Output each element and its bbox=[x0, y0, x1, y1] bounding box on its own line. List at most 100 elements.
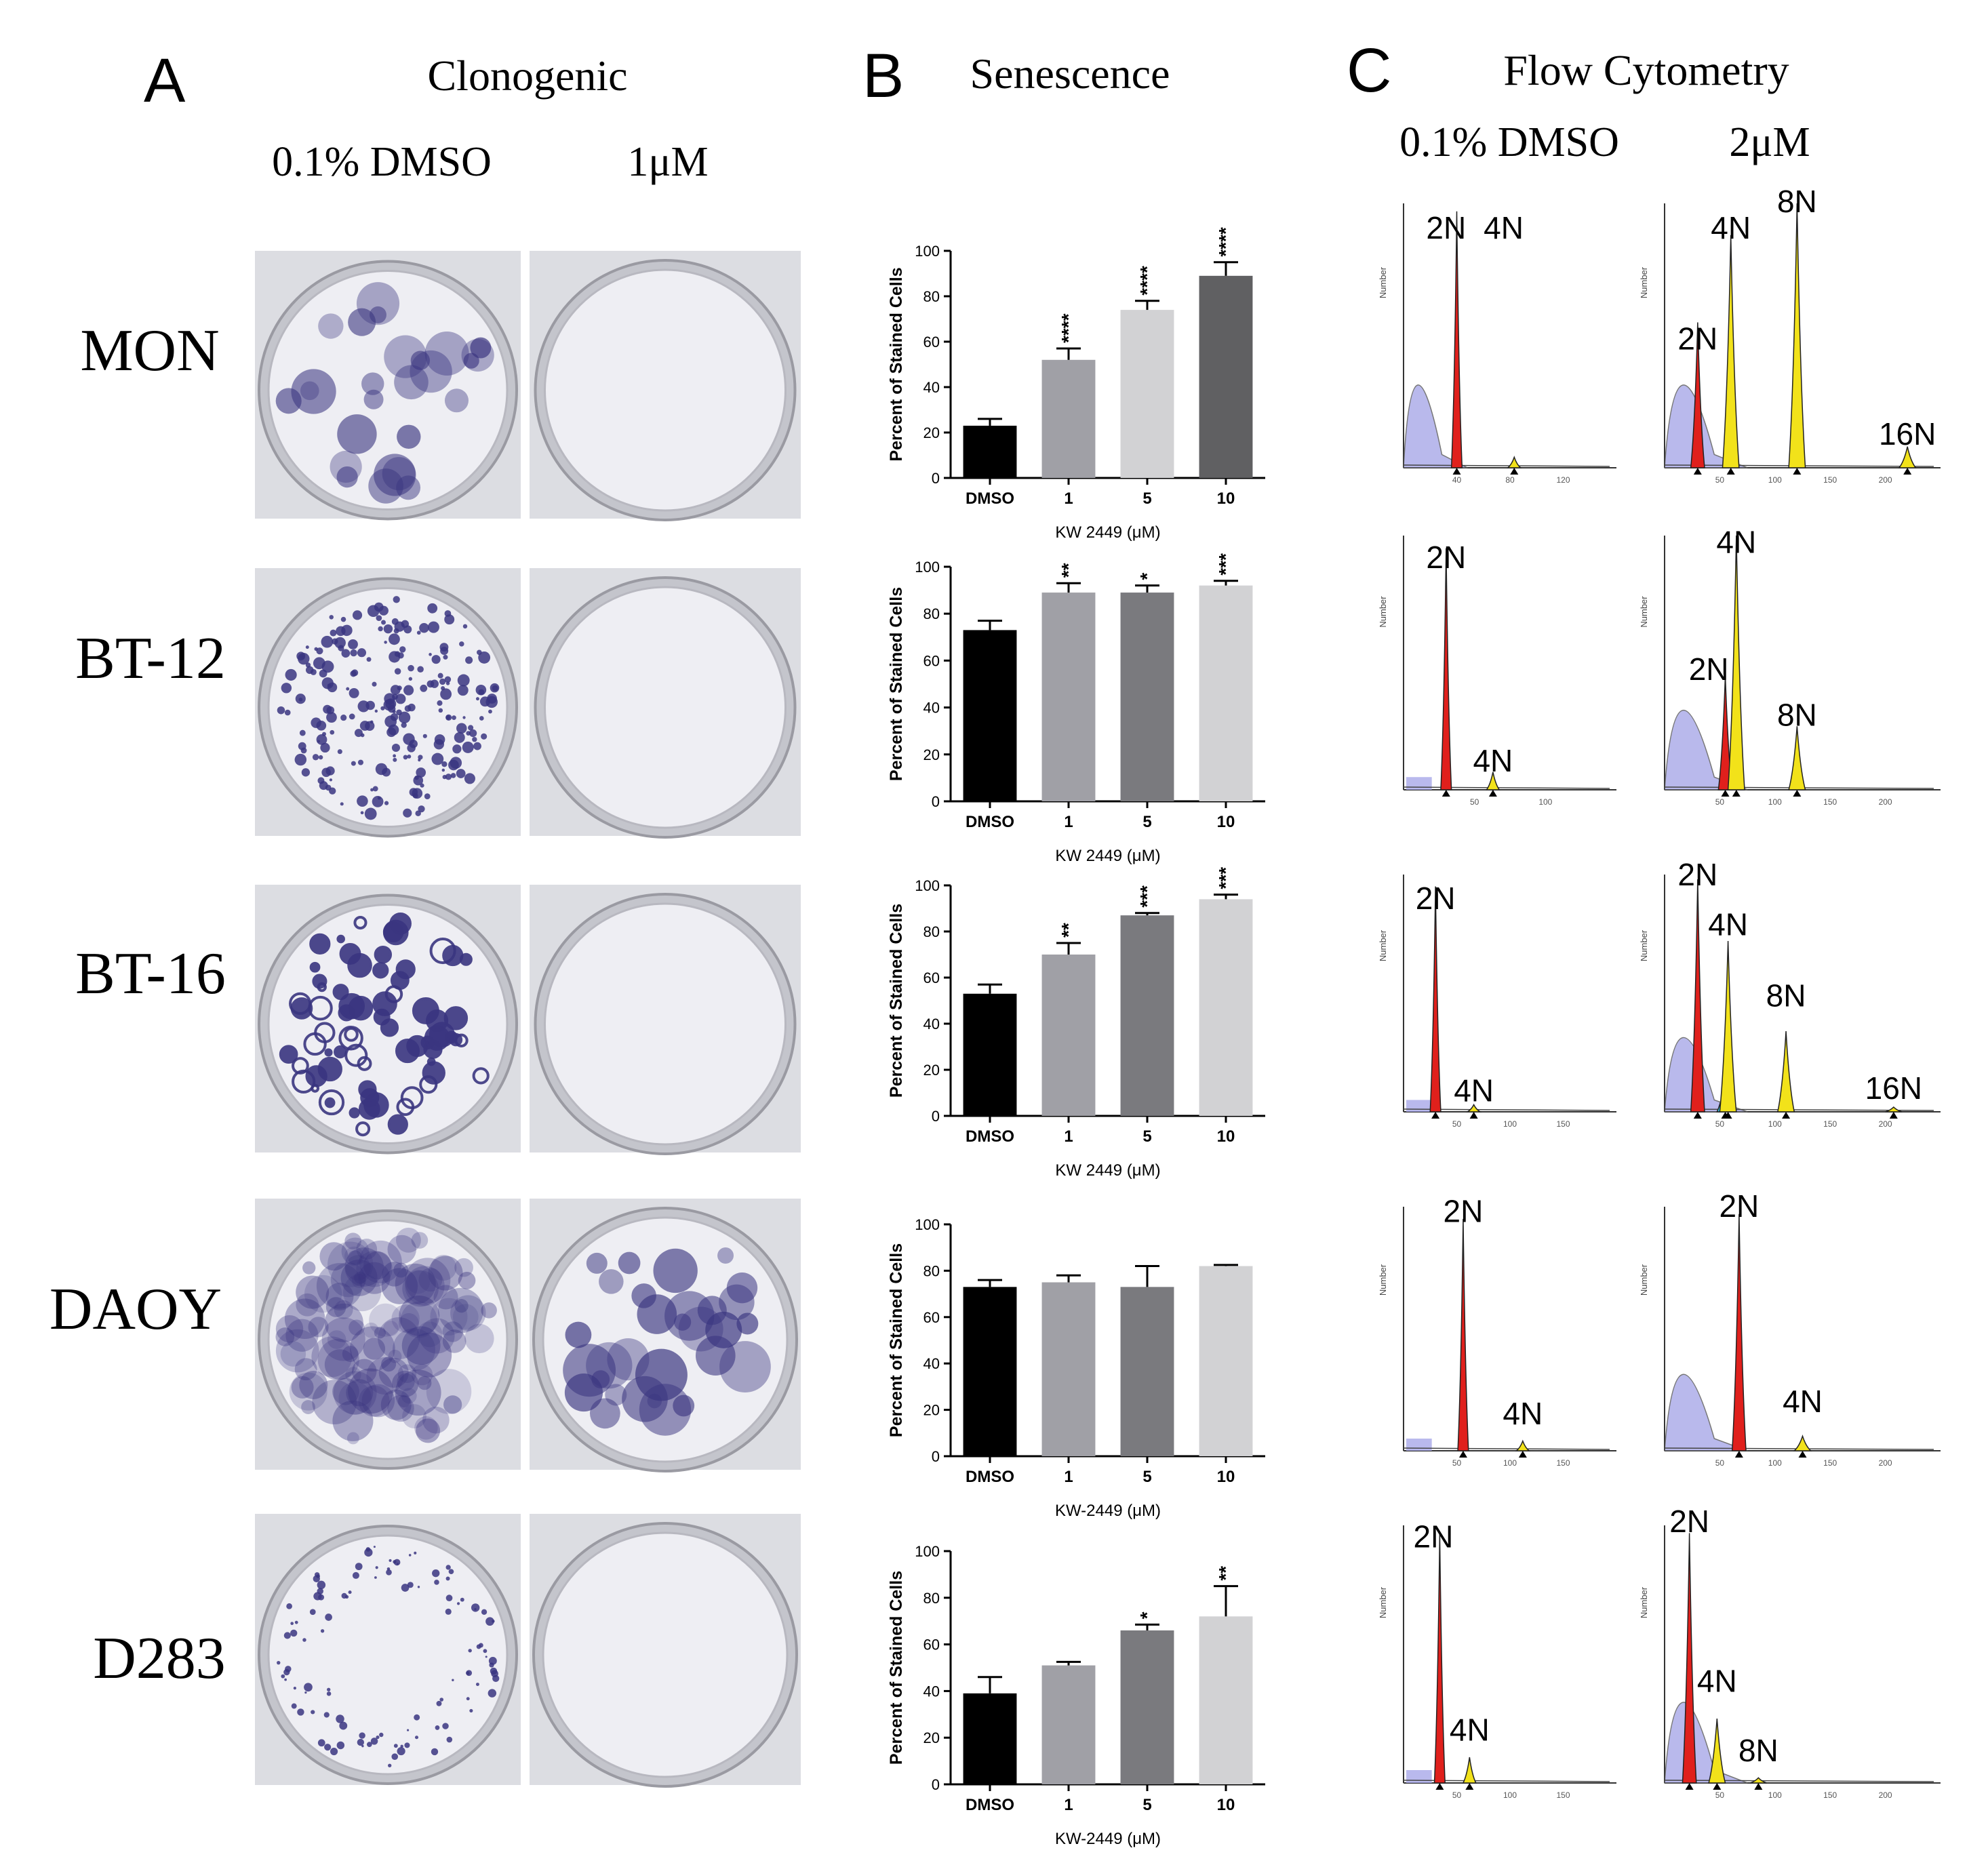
peak-label: 2N bbox=[1414, 1519, 1454, 1555]
colony bbox=[348, 1368, 393, 1414]
debris-region bbox=[1406, 1770, 1432, 1783]
hist-x-tick-label: 150 bbox=[1823, 1790, 1837, 1800]
colony bbox=[361, 1384, 395, 1418]
colony bbox=[450, 1295, 486, 1331]
colony bbox=[348, 1590, 352, 1595]
colony bbox=[424, 332, 469, 376]
y-tick-label: 80 bbox=[923, 605, 940, 622]
histogram-1-dmso: Number 40 80 120 2N 4N bbox=[1378, 203, 1616, 485]
colony bbox=[346, 1432, 359, 1445]
colony bbox=[340, 1259, 378, 1296]
debris-region bbox=[1406, 1100, 1432, 1112]
colony bbox=[445, 1608, 452, 1615]
colony bbox=[397, 424, 421, 449]
x-tick-label: 5 bbox=[1142, 813, 1151, 831]
peak-label: 2N bbox=[1669, 1504, 1709, 1539]
colony bbox=[404, 1258, 451, 1304]
y-tick-label: 60 bbox=[923, 1309, 940, 1326]
bar-DMSO bbox=[963, 425, 1017, 478]
peak-2 bbox=[1793, 1434, 1812, 1451]
colony bbox=[285, 1319, 319, 1352]
colony bbox=[460, 1597, 464, 1602]
colony bbox=[432, 1569, 440, 1578]
colony bbox=[277, 1660, 281, 1665]
colony bbox=[435, 1725, 440, 1730]
colony bbox=[398, 1395, 411, 1408]
colony bbox=[418, 1268, 443, 1292]
panel-a-title: Clonogenic bbox=[427, 52, 627, 100]
y-tick-label: 100 bbox=[915, 877, 940, 894]
colony bbox=[341, 1237, 370, 1266]
hist-x-tick-label: 50 bbox=[1715, 1458, 1725, 1468]
colony bbox=[359, 1732, 365, 1739]
colony bbox=[387, 1395, 414, 1422]
colony bbox=[372, 681, 377, 687]
colony bbox=[299, 1370, 328, 1399]
colony bbox=[348, 639, 358, 649]
histogram-2-drug: Number 50 100 150 200 2N 4N 8N bbox=[1639, 524, 1941, 807]
colony bbox=[358, 1080, 377, 1099]
panel-c-col-header-drug: 2μM bbox=[1729, 119, 1810, 165]
colony bbox=[314, 1022, 336, 1043]
colony bbox=[357, 648, 367, 658]
y-tick-label: 80 bbox=[923, 923, 940, 940]
x-tick-label: DMSO bbox=[966, 1796, 1014, 1814]
colony bbox=[291, 369, 336, 414]
colony bbox=[389, 912, 412, 935]
colony bbox=[341, 649, 351, 658]
significance-label: *** bbox=[1215, 553, 1236, 576]
colony bbox=[375, 1566, 378, 1569]
colony bbox=[369, 1303, 403, 1337]
bar-DMSO bbox=[963, 1693, 1017, 1784]
colony bbox=[305, 666, 314, 675]
colony bbox=[452, 1679, 454, 1681]
colony bbox=[327, 1241, 374, 1287]
colony bbox=[340, 802, 344, 806]
colony bbox=[416, 1321, 443, 1348]
peak-1 bbox=[1450, 211, 1463, 468]
plate-0-1 bbox=[530, 251, 801, 521]
colony bbox=[289, 1372, 327, 1411]
colony bbox=[444, 676, 452, 683]
colony bbox=[381, 1268, 418, 1304]
bar-5 bbox=[1120, 593, 1174, 801]
peak-marker bbox=[1734, 1451, 1743, 1458]
colony bbox=[468, 725, 474, 731]
colony bbox=[403, 685, 414, 696]
y-tick-label: 20 bbox=[923, 1729, 940, 1746]
colony bbox=[344, 1027, 359, 1042]
row-label-mon: MON bbox=[80, 318, 219, 384]
peak-2 bbox=[1462, 1757, 1477, 1784]
colony bbox=[386, 1569, 392, 1576]
colony bbox=[414, 1416, 438, 1440]
x-tick-label: 1 bbox=[1064, 489, 1073, 508]
colony bbox=[352, 1274, 366, 1288]
colony bbox=[337, 414, 377, 454]
peak-marker bbox=[1435, 1783, 1444, 1790]
colony bbox=[319, 781, 328, 790]
colony bbox=[393, 1262, 409, 1278]
hist-x-tick-label: 200 bbox=[1879, 797, 1892, 807]
colony bbox=[300, 747, 307, 754]
plate-well bbox=[267, 1219, 509, 1460]
peak-marker bbox=[1465, 1783, 1474, 1790]
baseline-trace bbox=[1403, 786, 1610, 789]
histogram-4-drug: Number 50 100 150 200 2N 4N bbox=[1639, 1188, 1941, 1468]
colony bbox=[309, 961, 321, 973]
peak-2 bbox=[1515, 1439, 1531, 1451]
colony bbox=[427, 603, 438, 614]
colony bbox=[333, 1371, 377, 1415]
peak-marker bbox=[1458, 1451, 1467, 1458]
colony bbox=[316, 647, 323, 655]
colony bbox=[334, 1045, 347, 1059]
colony bbox=[481, 1302, 497, 1319]
colony bbox=[395, 694, 406, 704]
x-tick-label: 10 bbox=[1217, 489, 1235, 508]
peak-marker bbox=[1724, 1112, 1732, 1119]
x-tick-label: 1 bbox=[1064, 1127, 1073, 1146]
peak-marker bbox=[1693, 1112, 1702, 1119]
hist-x-tick-label: 150 bbox=[1823, 1458, 1837, 1468]
colony bbox=[316, 734, 327, 745]
colony bbox=[338, 1026, 363, 1051]
colony bbox=[318, 313, 344, 339]
